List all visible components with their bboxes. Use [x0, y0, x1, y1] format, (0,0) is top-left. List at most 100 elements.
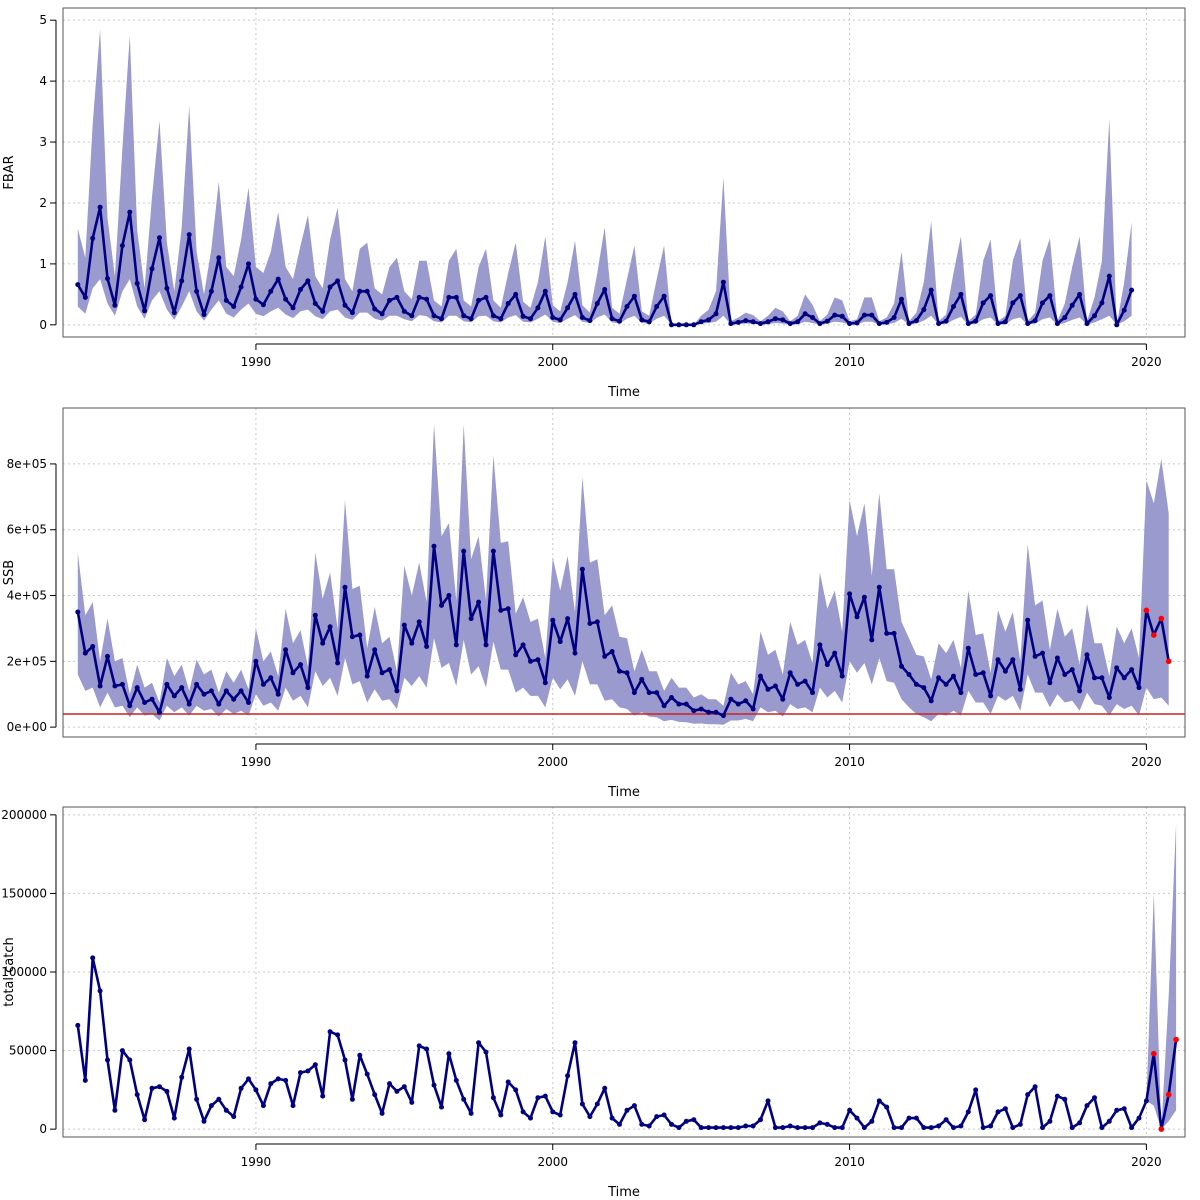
data-point [891, 1125, 897, 1131]
data-point [312, 1062, 318, 1068]
data-point [958, 690, 964, 696]
data-point [342, 584, 348, 590]
data-point [453, 294, 459, 300]
data-point [706, 709, 712, 715]
data-point [119, 1048, 125, 1054]
data-point [609, 1115, 615, 1121]
data-point [936, 1123, 942, 1129]
data-point [557, 1112, 563, 1118]
data-point [676, 322, 682, 328]
data-point [980, 670, 986, 676]
data-point [565, 305, 571, 311]
data-point [631, 293, 637, 299]
data-point [787, 1123, 793, 1129]
data-point [1025, 617, 1031, 623]
y-tick-label: 200000 [1, 808, 47, 822]
data-point [1077, 1120, 1083, 1126]
data-point [780, 317, 786, 323]
data-point [891, 315, 897, 320]
data-point [735, 1125, 741, 1131]
x-tick-label: 2020 [1131, 1155, 1162, 1169]
data-point [1002, 668, 1008, 674]
data-point [1017, 686, 1023, 692]
data-point [364, 288, 370, 294]
data-point [223, 688, 229, 694]
data-point [824, 662, 830, 668]
data-point [720, 1125, 726, 1131]
data-point [82, 294, 88, 300]
data-point [1084, 1103, 1090, 1109]
data-point [1032, 1084, 1038, 1090]
data-point [379, 670, 385, 676]
data-point [1106, 695, 1112, 700]
data-point [513, 1087, 519, 1093]
data-point [231, 1114, 237, 1120]
data-point [431, 543, 437, 549]
data-point [387, 297, 392, 303]
data-point [847, 1107, 853, 1113]
data-point [772, 1125, 778, 1131]
data-point [216, 255, 222, 261]
data-point [253, 1087, 259, 1093]
data-point [208, 688, 214, 694]
data-point [928, 698, 934, 704]
data-point [476, 297, 482, 303]
data-point [424, 296, 430, 302]
data-point [542, 680, 548, 686]
y-tick-label: 5 [39, 13, 47, 27]
data-point [157, 709, 162, 715]
data-point [82, 1077, 88, 1083]
data-point [750, 706, 756, 712]
data-point [498, 1112, 504, 1118]
data-point [179, 685, 185, 691]
x-tick-label: 1990 [241, 755, 272, 769]
data-point [253, 658, 259, 664]
data-point [1010, 300, 1016, 306]
data-point [119, 681, 125, 687]
data-point [1047, 293, 1053, 299]
data-point [483, 642, 489, 648]
data-point [624, 670, 630, 676]
data-point [260, 681, 266, 687]
data-point [913, 681, 919, 687]
highlight-point [1143, 607, 1150, 614]
data-point [75, 609, 81, 615]
data-point [171, 1115, 177, 1121]
data-point [572, 291, 578, 297]
data-point [305, 685, 311, 691]
data-point [82, 650, 88, 656]
data-point [394, 1088, 400, 1094]
data-point [1092, 313, 1097, 319]
data-point [617, 318, 622, 324]
data-point [713, 1125, 719, 1131]
data-point [476, 1040, 482, 1046]
data-point [142, 700, 148, 705]
data-point [1084, 652, 1090, 658]
data-point [824, 1121, 830, 1127]
data-point [112, 683, 118, 689]
data-point [995, 657, 1001, 663]
data-point [750, 319, 756, 325]
highlight-point [1165, 658, 1172, 665]
data-point [283, 647, 289, 653]
data-point [416, 294, 422, 300]
data-point [387, 667, 392, 673]
data-point [1010, 657, 1016, 663]
data-point [980, 300, 986, 306]
data-point [268, 675, 274, 681]
data-point [1092, 675, 1097, 681]
data-point [320, 308, 326, 314]
data-point [446, 593, 452, 598]
data-point [646, 319, 652, 325]
data-point [891, 630, 897, 636]
data-point [810, 1125, 815, 1131]
data-point [765, 686, 771, 692]
data-point [1121, 675, 1127, 681]
data-point [1017, 293, 1023, 299]
data-point [936, 675, 942, 681]
data-point [921, 685, 927, 691]
data-point [928, 287, 934, 293]
data-point [1025, 321, 1031, 327]
data-point [758, 321, 763, 327]
data-point [364, 1071, 370, 1077]
